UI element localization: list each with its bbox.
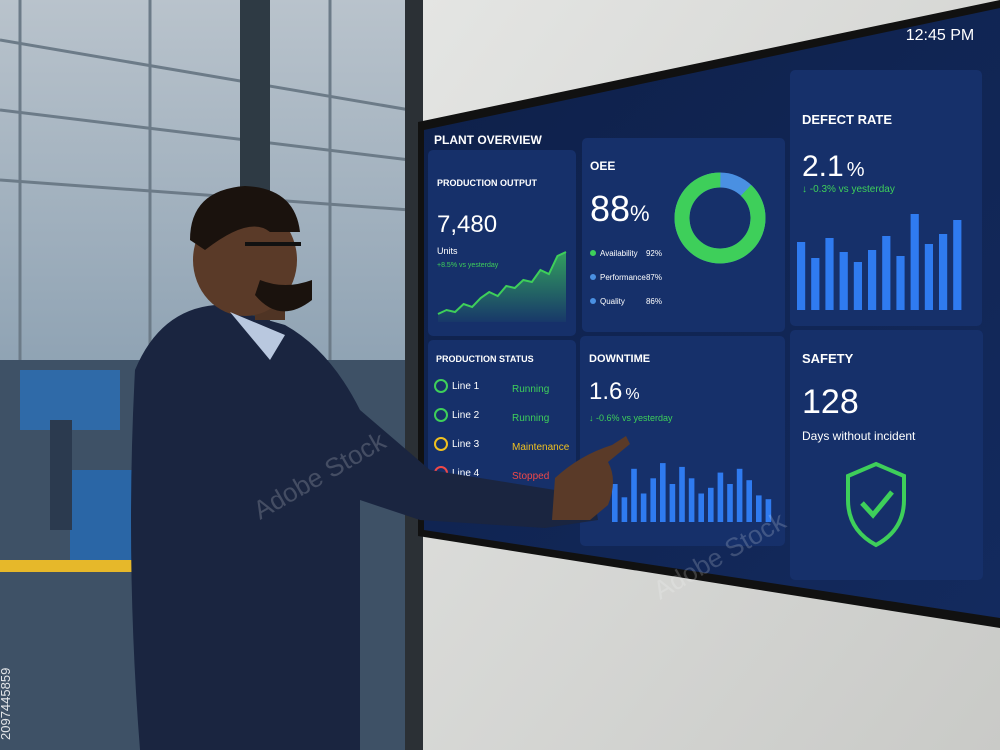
bar [924,244,933,310]
bar [688,478,695,522]
kpi-number: 2.1 [802,150,844,183]
bar [679,466,685,522]
kpi-unit: % [625,386,639,403]
kpi-value: 7,480 [437,211,497,238]
kpi-change: ↓ -0.3% vs yesterday [802,184,895,195]
bar [910,214,919,310]
legend-dot [590,274,596,280]
panel-title: DOWNTIME [589,353,650,365]
kpi-value: 88% [590,188,650,229]
status-icon [434,437,448,451]
charts: Availability 92% Performance 87% Quality 86% L… [434,172,962,522]
kpi-unit: % [847,159,865,181]
kpi-change: +8.5% vs yesterday [437,262,499,269]
panel-title: DEFECT RATE [802,112,892,127]
panel [428,340,576,490]
line-state: Running [512,384,549,395]
legend-value: 86% [646,297,662,306]
kpi-value: 128 [802,383,859,421]
status-icon [434,408,448,422]
bar [736,468,743,522]
legend-value: 87% [646,273,662,282]
bar [896,256,905,310]
line-state: Stopped [512,471,549,482]
donut-value [674,172,766,264]
panel [790,70,982,326]
panel-title: SAFETY [802,351,854,366]
bar [669,484,676,522]
bar [882,236,891,310]
bar [853,262,862,310]
bar [708,487,714,522]
bar [756,495,762,522]
bar [612,484,618,522]
bar [868,250,877,310]
bar [953,220,962,310]
legend-label: Performance [600,273,646,282]
legend-label: Availability [600,249,638,258]
bar [631,468,637,522]
bar [640,493,647,522]
kpi-number: 1.6 [589,378,622,405]
dashboard-title: PLANT OVERVIEW [434,133,542,147]
bar [650,478,656,522]
bar [698,493,704,522]
line-state: Maintenance [512,442,570,453]
person [131,186,630,750]
status-icon [434,379,448,393]
kpi-value: 2.1% [802,150,865,183]
trend-area [438,252,566,322]
panel [790,330,983,580]
kpi-caption: Days without incident [802,429,916,443]
kpi-unit: % [630,201,650,226]
bar [727,484,733,522]
line-name: Line 3 [452,439,480,450]
factory-structure [0,0,411,430]
bar [765,499,772,522]
line-name: Line 4 [452,468,480,479]
shield-icon [846,461,906,548]
stock-id: 2097445859 [0,668,13,740]
bar [797,242,806,310]
kpi-unit: Units [437,246,458,256]
bar [811,258,820,310]
kpi-value: 1.6% [589,378,640,405]
legend-dot [590,298,596,304]
bar [939,234,948,310]
kpi-number: 88 [590,188,630,229]
bar [839,252,848,310]
bar [717,472,724,522]
panel-title: PRODUCTION STATUS [436,354,534,364]
legend-value: 92% [646,249,662,258]
line-name: Line 1 [452,381,480,392]
trend-line [437,251,567,315]
bar [825,238,834,310]
bar [621,497,628,522]
bar [746,480,752,522]
legend-dot [590,250,596,256]
panel-title: OEE [590,159,615,173]
line-state: Running [512,413,549,424]
line-name: Line 2 [452,410,480,421]
clock: 12:45 PM [906,27,974,44]
kpi-change: ↓ -0.6% vs yesterday [589,413,673,423]
panel-title: PRODUCTION OUTPUT [437,178,538,188]
bar [660,463,666,522]
legend-label: Quality [600,297,625,306]
